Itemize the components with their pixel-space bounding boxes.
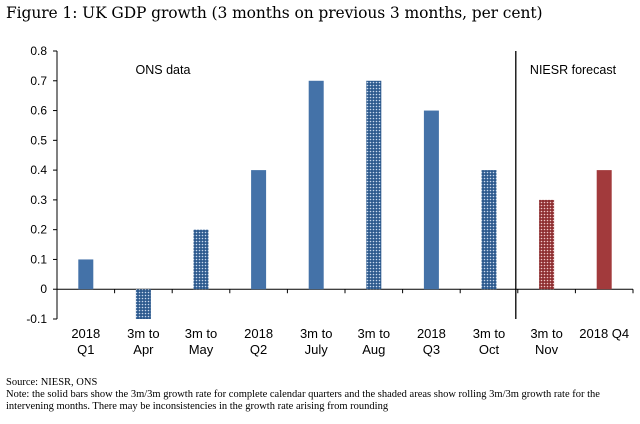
bar-2 bbox=[193, 229, 209, 290]
x-category-label: Q1 bbox=[77, 342, 94, 357]
x-category-label: Aug bbox=[362, 342, 385, 357]
bar-4 bbox=[308, 80, 324, 290]
source-text: Source: NIESR, ONS bbox=[6, 377, 98, 388]
chart-title: Figure 1: UK GDP growth (3 months on pre… bbox=[6, 4, 543, 22]
y-tick-label: 0.4 bbox=[30, 163, 47, 177]
x-category-label: Apr bbox=[133, 342, 154, 357]
y-tick-label: 0.2 bbox=[30, 223, 47, 237]
x-category-label: 2018 bbox=[244, 326, 273, 341]
bar-8 bbox=[539, 199, 555, 290]
y-tick-label: 0.6 bbox=[30, 104, 47, 118]
x-category-label: Nov bbox=[535, 342, 559, 357]
x-category-label: July bbox=[305, 342, 329, 357]
region-label-ons: ONS data bbox=[136, 63, 191, 77]
x-category-label: 3m to bbox=[185, 326, 218, 341]
region-label-forecast: NIESR forecast bbox=[530, 63, 617, 77]
x-category-label: 2018 Q4 bbox=[579, 326, 629, 341]
y-tick-label: 0.8 bbox=[30, 44, 47, 58]
chart-footer: Source: NIESR, ONS Note: the solid bars … bbox=[6, 377, 634, 413]
x-category-label: 3m to bbox=[127, 326, 160, 341]
y-axis: 0.8 0.7 0.6 0.5 0.4 0.3 0.2 0.1 0 -0.1 bbox=[26, 44, 634, 326]
y-tick-label: 0.7 bbox=[30, 74, 47, 88]
bar-7 bbox=[481, 170, 497, 290]
x-category-label: Q2 bbox=[250, 342, 267, 357]
bar-5 bbox=[366, 80, 382, 290]
x-category-label: 2018 bbox=[71, 326, 100, 341]
y-tick-label: 0.1 bbox=[30, 252, 47, 266]
bar-1 bbox=[135, 289, 151, 319]
bar-6 bbox=[423, 110, 439, 290]
x-category-label: Oct bbox=[479, 342, 500, 357]
y-tick-label: -0.1 bbox=[26, 312, 47, 326]
y-tick-label: 0.3 bbox=[30, 193, 47, 207]
bar-9 bbox=[596, 170, 612, 290]
bar-3 bbox=[251, 170, 267, 290]
x-category-label: 3m to bbox=[300, 326, 333, 341]
x-category-label: 3m to bbox=[358, 326, 391, 341]
x-category-label: 2018 bbox=[417, 326, 446, 341]
x-category-label: 3m to bbox=[530, 326, 563, 341]
x-category-label: 3m to bbox=[473, 326, 506, 341]
x-category-label: May bbox=[189, 342, 214, 357]
x-category-label: Q3 bbox=[423, 342, 440, 357]
y-tick-label: 0.5 bbox=[30, 133, 47, 147]
bar-0 bbox=[78, 259, 94, 290]
region-labels: ONS data NIESR forecast bbox=[136, 63, 617, 77]
y-tick-label: 0 bbox=[40, 282, 47, 296]
bars-group bbox=[78, 51, 612, 319]
note-text: Note: the solid bars show the 3m/3m grow… bbox=[6, 389, 600, 412]
